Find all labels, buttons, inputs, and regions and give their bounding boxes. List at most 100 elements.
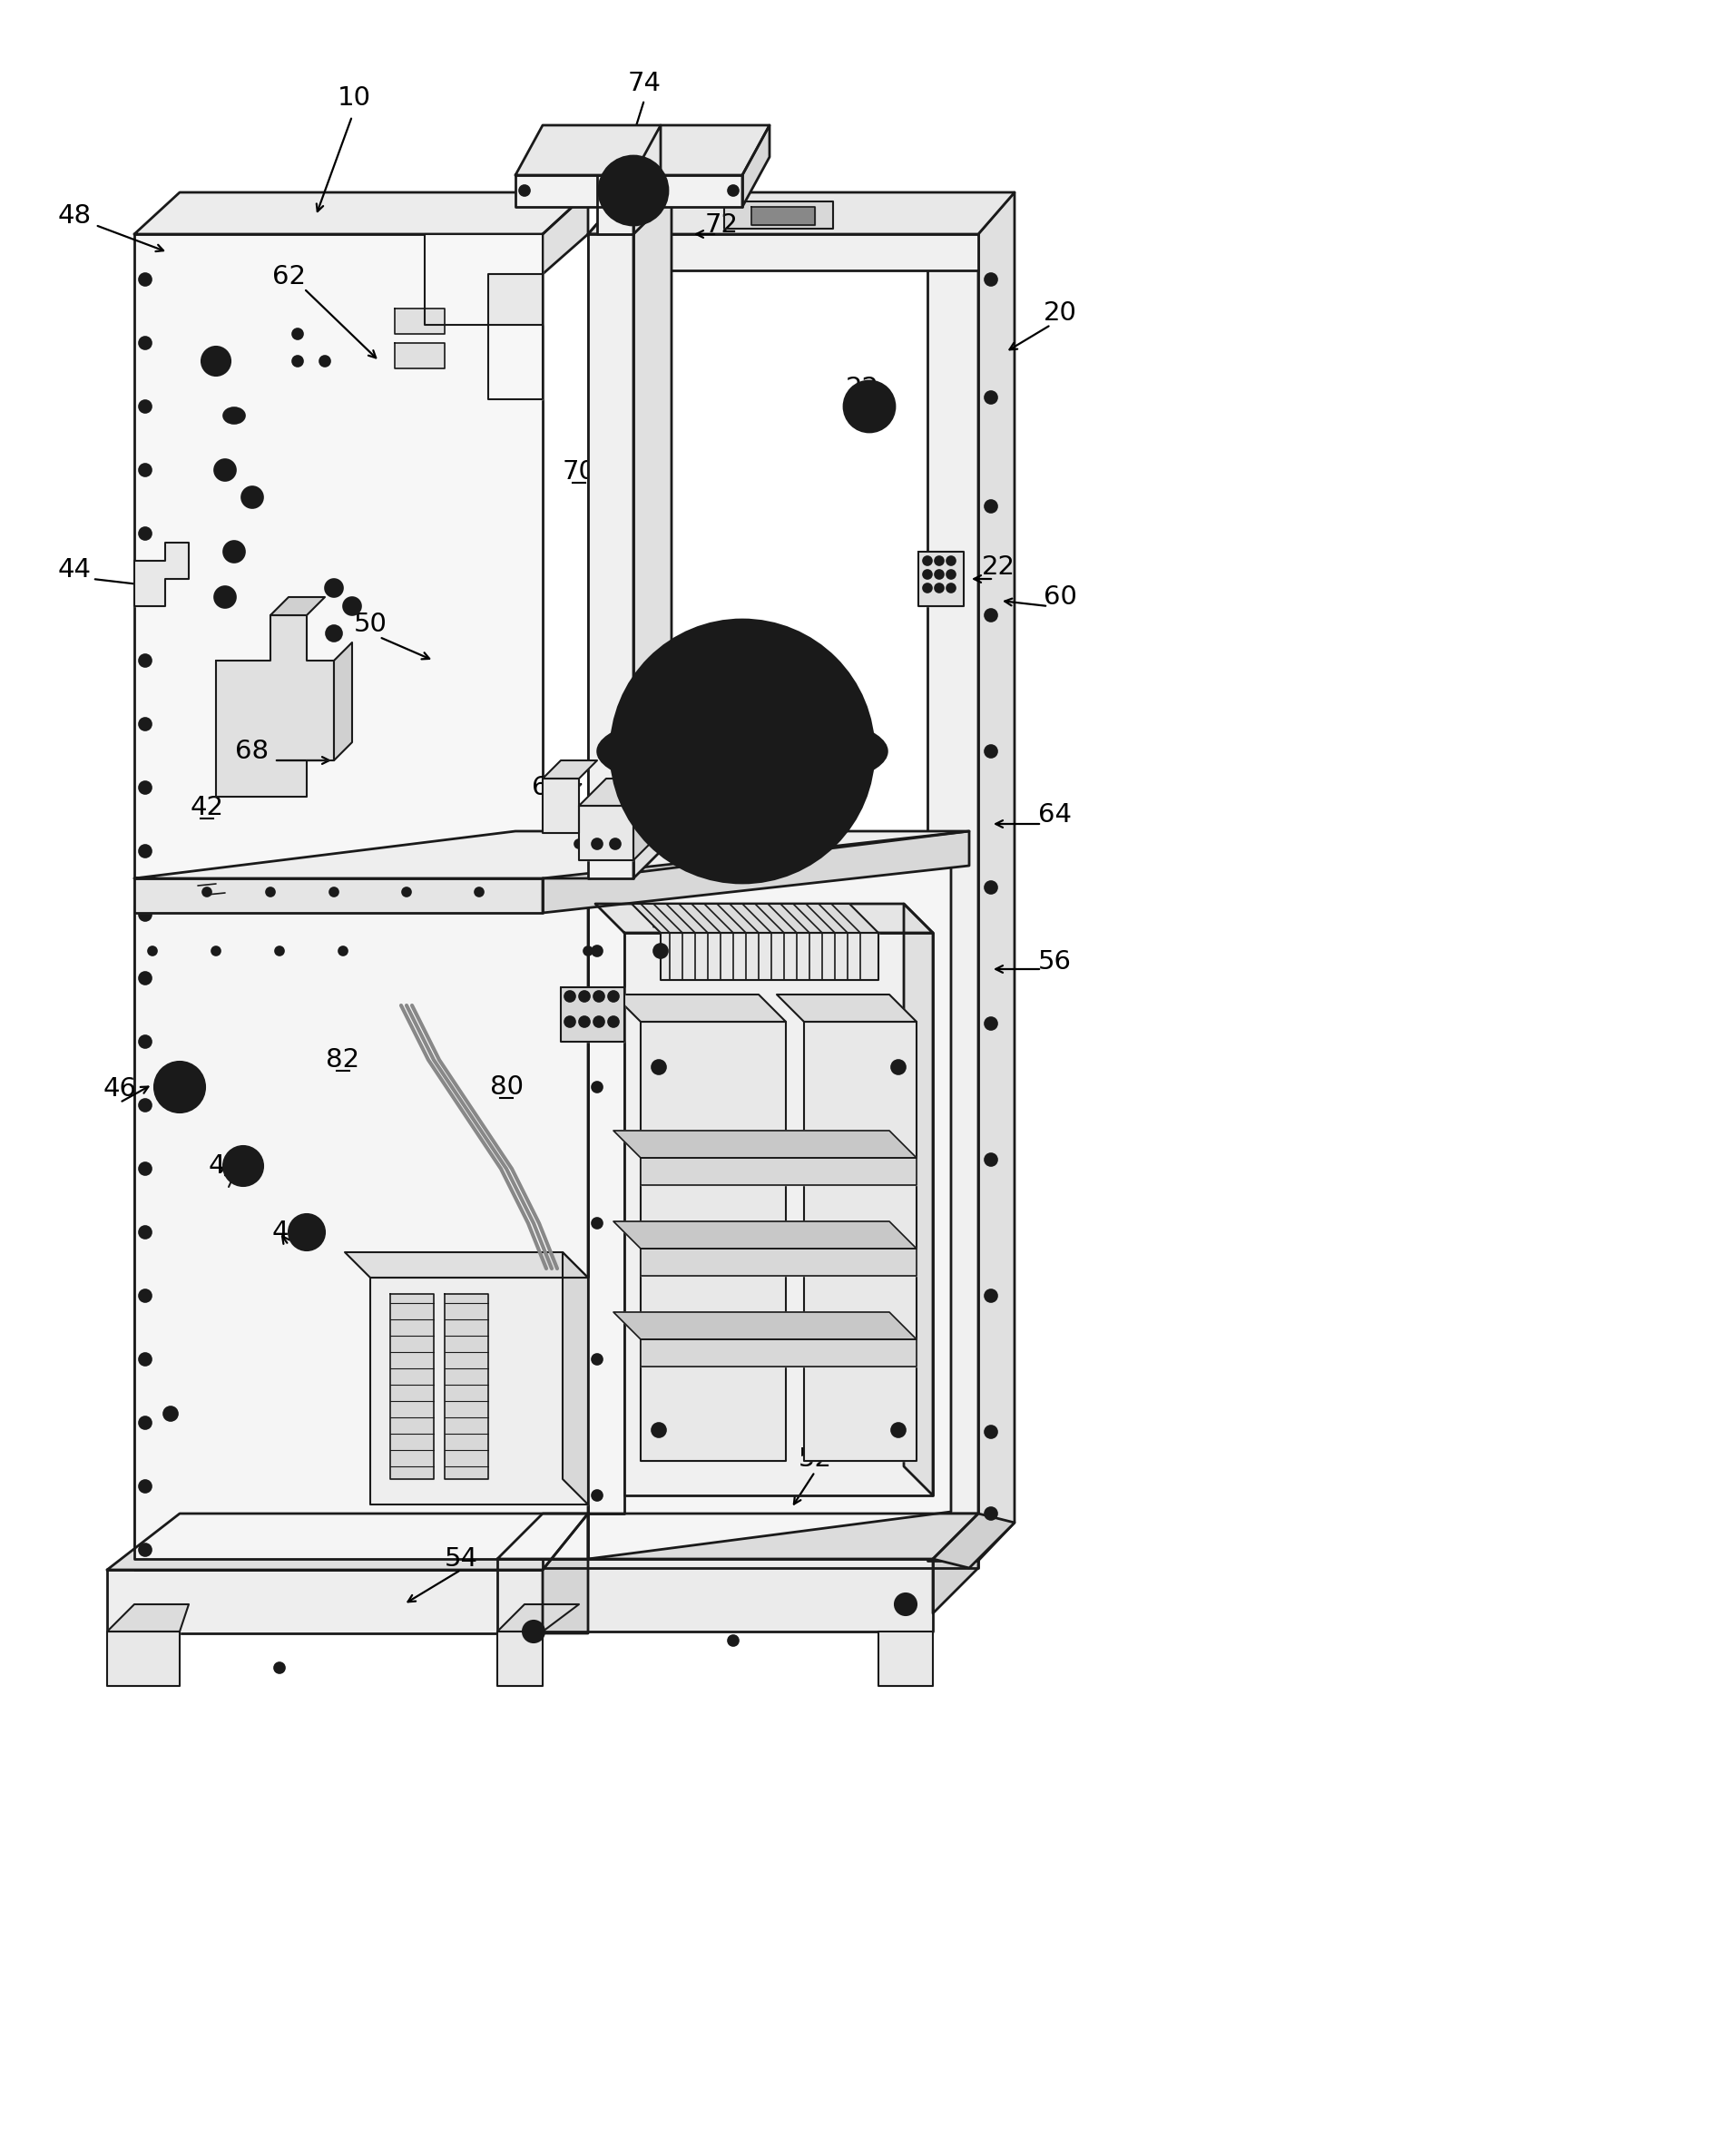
Polygon shape xyxy=(613,1313,917,1339)
Text: 84: 84 xyxy=(608,992,640,1018)
Circle shape xyxy=(592,1490,602,1501)
Polygon shape xyxy=(725,201,834,229)
Polygon shape xyxy=(633,196,671,877)
Polygon shape xyxy=(927,235,979,1561)
Circle shape xyxy=(231,1153,255,1179)
Polygon shape xyxy=(135,906,589,1559)
Circle shape xyxy=(894,1593,917,1615)
Circle shape xyxy=(138,336,152,349)
Text: 42: 42 xyxy=(190,796,224,819)
Circle shape xyxy=(523,1621,544,1643)
Circle shape xyxy=(984,1018,998,1031)
Circle shape xyxy=(728,1634,739,1645)
Circle shape xyxy=(138,274,152,287)
Circle shape xyxy=(592,537,602,548)
Circle shape xyxy=(138,1416,152,1429)
Polygon shape xyxy=(107,1570,542,1634)
Circle shape xyxy=(984,1153,998,1166)
Polygon shape xyxy=(516,125,770,175)
Circle shape xyxy=(223,1147,262,1186)
Circle shape xyxy=(594,1015,604,1026)
Circle shape xyxy=(578,1015,590,1026)
Circle shape xyxy=(564,1015,575,1026)
Circle shape xyxy=(138,591,152,604)
Circle shape xyxy=(592,265,602,276)
Circle shape xyxy=(946,584,956,593)
Polygon shape xyxy=(640,1022,785,1462)
Circle shape xyxy=(138,1100,152,1112)
Circle shape xyxy=(212,946,221,955)
Circle shape xyxy=(138,401,152,412)
Text: 66: 66 xyxy=(532,774,566,800)
Polygon shape xyxy=(107,1632,180,1686)
Polygon shape xyxy=(656,757,725,776)
Circle shape xyxy=(292,356,304,367)
Polygon shape xyxy=(516,175,742,207)
Polygon shape xyxy=(395,308,445,334)
Circle shape xyxy=(162,1069,198,1106)
Circle shape xyxy=(599,155,668,224)
Circle shape xyxy=(592,673,602,683)
Polygon shape xyxy=(497,1514,979,1559)
Circle shape xyxy=(592,1082,602,1093)
Circle shape xyxy=(935,556,944,565)
Polygon shape xyxy=(633,125,661,235)
Polygon shape xyxy=(135,235,542,1570)
Polygon shape xyxy=(390,1294,433,1479)
Circle shape xyxy=(138,972,152,985)
Text: 74: 74 xyxy=(628,71,661,97)
Text: 72: 72 xyxy=(704,211,739,237)
Circle shape xyxy=(946,569,956,580)
Polygon shape xyxy=(768,752,849,763)
Circle shape xyxy=(330,888,338,897)
Circle shape xyxy=(338,946,347,955)
Polygon shape xyxy=(135,832,970,877)
Text: 64: 64 xyxy=(1037,802,1072,828)
Polygon shape xyxy=(613,1130,917,1158)
Text: 78: 78 xyxy=(727,750,761,774)
Circle shape xyxy=(935,569,944,580)
Circle shape xyxy=(594,992,604,1003)
Text: 82: 82 xyxy=(326,1048,359,1072)
Circle shape xyxy=(891,1423,906,1438)
Polygon shape xyxy=(542,761,597,778)
Polygon shape xyxy=(135,192,589,235)
Polygon shape xyxy=(425,235,542,399)
Text: 52: 52 xyxy=(797,1447,832,1473)
Polygon shape xyxy=(589,858,951,1559)
Polygon shape xyxy=(932,1514,979,1613)
Polygon shape xyxy=(770,742,849,750)
Circle shape xyxy=(138,1227,152,1238)
Polygon shape xyxy=(107,1514,589,1570)
Polygon shape xyxy=(597,175,633,235)
Circle shape xyxy=(923,556,932,565)
Circle shape xyxy=(245,492,259,505)
Text: 46: 46 xyxy=(104,1076,136,1102)
Circle shape xyxy=(923,584,932,593)
Circle shape xyxy=(891,1061,906,1074)
Circle shape xyxy=(288,1214,324,1250)
Circle shape xyxy=(138,845,152,858)
Polygon shape xyxy=(732,759,765,780)
Circle shape xyxy=(984,1425,998,1438)
Circle shape xyxy=(984,390,998,403)
Circle shape xyxy=(984,1507,998,1520)
Circle shape xyxy=(984,882,998,895)
Circle shape xyxy=(651,1061,666,1074)
Circle shape xyxy=(138,780,152,793)
Circle shape xyxy=(851,388,887,425)
Polygon shape xyxy=(497,1559,932,1632)
Polygon shape xyxy=(333,642,352,761)
Circle shape xyxy=(923,569,932,580)
Polygon shape xyxy=(689,759,737,780)
Circle shape xyxy=(984,746,998,757)
Polygon shape xyxy=(637,752,718,765)
Circle shape xyxy=(402,888,411,897)
Text: 48: 48 xyxy=(57,203,91,229)
Circle shape xyxy=(592,401,602,412)
Circle shape xyxy=(608,1015,620,1026)
Circle shape xyxy=(946,556,956,565)
Circle shape xyxy=(138,653,152,666)
Circle shape xyxy=(984,500,998,513)
Polygon shape xyxy=(135,543,188,606)
